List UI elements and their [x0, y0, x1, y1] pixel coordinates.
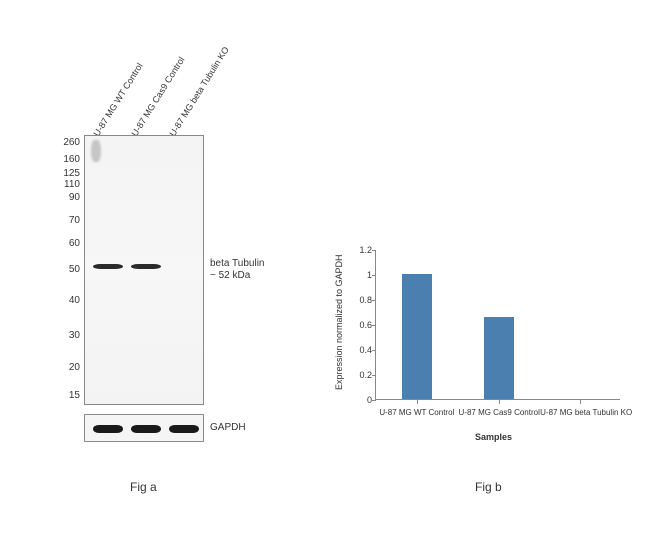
mw-marker: 60	[56, 238, 80, 249]
band-gapdh-lane1	[93, 425, 123, 433]
mw-marker: 50	[56, 264, 80, 275]
y-tick-label: 0.8	[344, 295, 372, 305]
x-axis-title: Samples	[475, 432, 512, 442]
bar-chart: 00.20.40.60.811.2U-87 MG WT ControlU-87 …	[375, 250, 620, 400]
figa-caption: Fig a	[130, 480, 157, 494]
y-tick-mark	[372, 375, 376, 376]
y-tick-label: 1	[344, 270, 372, 280]
bar	[402, 274, 432, 399]
band-beta-tubulin-lane1	[93, 264, 123, 269]
y-tick-mark	[372, 325, 376, 326]
mw-marker: 70	[56, 215, 80, 226]
figb-caption: Fig b	[475, 480, 502, 494]
x-tick-mark	[499, 400, 500, 404]
mw-marker: 15	[56, 390, 80, 401]
y-axis-title: Expression normalized to GAPDH	[334, 254, 344, 390]
band-name: beta Tubulin	[210, 258, 265, 269]
x-tick-label: U-87 MG beta Tubulin KO	[540, 408, 620, 417]
y-tick-mark	[372, 350, 376, 351]
mw-marker: 40	[56, 295, 80, 306]
gapdh-annotation: GAPDH	[210, 422, 246, 434]
figure-a: U-87 MG WT Control U-87 MG Cas9 Control …	[0, 0, 300, 544]
mw-marker: 110	[56, 179, 80, 190]
y-tick-label: 1.2	[344, 245, 372, 255]
y-tick-mark	[372, 400, 376, 401]
y-tick-label: 0	[344, 395, 372, 405]
mw-marker: 125	[56, 168, 80, 179]
mw-marker: 90	[56, 192, 80, 203]
x-tick-label: U-87 MG Cas9 Control	[459, 408, 539, 417]
mw-marker: 260	[56, 137, 80, 148]
figure-container: U-87 MG WT Control U-87 MG Cas9 Control …	[0, 0, 650, 544]
y-tick-label: 0.6	[344, 320, 372, 330]
band-annotation: beta Tubulin ~ 52 kDa	[210, 258, 265, 282]
y-tick-mark	[372, 250, 376, 251]
y-tick-label: 0.4	[344, 345, 372, 355]
mw-marker: 20	[56, 362, 80, 373]
x-tick-mark	[580, 400, 581, 404]
y-tick-mark	[372, 275, 376, 276]
x-tick-mark	[417, 400, 418, 404]
band-gapdh-lane3	[169, 425, 199, 433]
band-kda: ~ 52 kDa	[210, 270, 250, 281]
western-blot-gapdh	[84, 414, 204, 442]
y-tick-label: 0.2	[344, 370, 372, 380]
figure-b: Expression normalized to GAPDH 00.20.40.…	[320, 240, 630, 470]
mw-marker: 30	[56, 330, 80, 341]
western-blot-main	[84, 135, 204, 405]
x-tick-label: U-87 MG WT Control	[377, 408, 457, 417]
band-gapdh-lane2	[131, 425, 161, 433]
mw-marker: 160	[56, 154, 80, 165]
blot-artifact	[91, 140, 101, 162]
y-tick-mark	[372, 300, 376, 301]
band-beta-tubulin-lane2	[131, 264, 161, 269]
bar	[484, 317, 514, 400]
